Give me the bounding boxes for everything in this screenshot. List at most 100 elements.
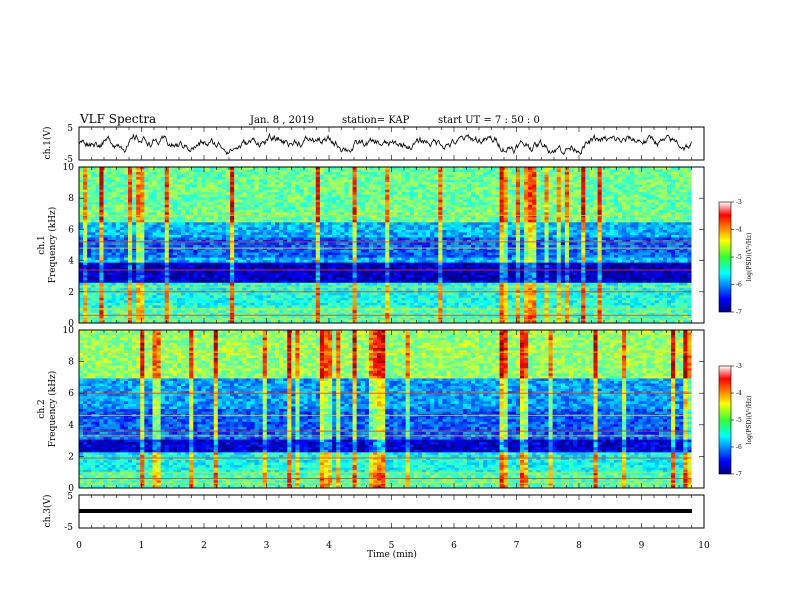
spectrogram-cell [115, 214, 121, 218]
spectrogram-cell [95, 222, 100, 226]
spectrogram-cell [295, 262, 300, 266]
spectrogram-cell [377, 275, 382, 279]
spectrogram-cell [352, 189, 358, 193]
spectrogram-cell [348, 297, 353, 301]
spectrogram-cell [185, 265, 190, 269]
spectrogram-cell [119, 320, 125, 324]
spectrogram-cell [360, 272, 366, 276]
spectrogram-cell [87, 222, 92, 226]
spectrogram-cell [181, 297, 186, 301]
spectrogram-cell [348, 219, 353, 223]
spectrogram-cell [324, 237, 329, 241]
spectrogram-cell [377, 297, 382, 301]
spectrogram-cell [242, 184, 247, 188]
spectrogram-cell [262, 277, 268, 281]
spectrogram-cell [238, 189, 243, 193]
spectrogram-cell [291, 169, 296, 173]
spectrogram-cell [128, 199, 133, 203]
spectrogram-cell [242, 320, 247, 324]
spectrogram-cell [177, 234, 182, 238]
spectrogram-cell [128, 295, 133, 299]
spectrogram-cell [246, 194, 251, 198]
spectrogram-cell [156, 174, 162, 178]
spectrogram-cell [364, 217, 370, 221]
spectrogram-cell [185, 272, 190, 276]
spectrogram-cell [111, 202, 117, 206]
spectrogram-cell [246, 192, 251, 196]
spectrogram-cell [299, 250, 304, 253]
spectrogram-cell [115, 272, 121, 276]
spectrogram-cell [95, 257, 100, 261]
spectrogram-cell [340, 262, 345, 266]
spectrogram-cell [266, 250, 272, 253]
spectrogram-cell [287, 262, 292, 266]
spectrogram-cell [275, 224, 280, 228]
spectrogram-cell [275, 267, 280, 271]
spectrogram-cell [87, 217, 92, 221]
spectrogram-cell [364, 255, 370, 258]
spectrogram-cell [336, 282, 341, 286]
spectrogram-cell [91, 275, 96, 279]
spectrogram-cell [123, 194, 129, 198]
spectrogram-cell [136, 192, 141, 196]
spectrogram-cell [197, 182, 202, 186]
spectrogram-cell [246, 262, 251, 266]
spectrogram-cell [324, 184, 329, 188]
spectrogram-cell [283, 224, 288, 228]
spectrogram-cell [385, 250, 390, 253]
spectrogram-cell [364, 247, 370, 251]
spectrogram-cell [315, 272, 321, 276]
spectrogram-cell [307, 292, 313, 296]
spectrogram-cell [246, 224, 251, 228]
spectrogram-cell [279, 260, 284, 264]
spectrogram-cell [348, 209, 353, 213]
spectrogram-cell [119, 214, 125, 218]
spectrogram-cell [140, 194, 145, 198]
spectrogram-cell [152, 237, 157, 241]
spectrogram-cell [213, 280, 219, 284]
spectrogram-cell [91, 202, 96, 206]
spectrogram-cell [209, 227, 215, 231]
spectrogram-cell [213, 169, 219, 173]
spectrogram-cell [303, 177, 309, 180]
spectrogram-cell [311, 184, 317, 188]
spectrogram-cell [360, 260, 366, 264]
spectrogram-cell [352, 250, 358, 253]
spectrogram-cell [83, 247, 88, 251]
spectrogram-cell [275, 197, 280, 201]
spectrogram-cell [315, 282, 321, 286]
spectrogram-cell [238, 287, 243, 291]
spectrogram-cell [393, 270, 398, 274]
spectrogram-cell [275, 247, 280, 251]
spectrogram-cell [295, 234, 300, 238]
spectrogram-cell [168, 214, 174, 218]
spectrogram-cell [368, 187, 374, 191]
spectrogram-cell [328, 275, 333, 279]
spectrogram-cell [156, 275, 162, 279]
spectrogram-cell [356, 257, 362, 261]
spectrogram-cell [352, 172, 358, 175]
spectrogram-cell [279, 202, 284, 206]
spectrogram-cell [250, 247, 255, 251]
spectrogram-cell [373, 262, 378, 266]
spectrogram-cell [238, 209, 243, 213]
spectrogram-cell [393, 177, 398, 180]
spectrogram-cell [123, 214, 129, 218]
spectrogram-cell [213, 222, 219, 226]
spectrogram-cell [177, 270, 182, 274]
spectrogram-cell [201, 295, 206, 299]
spectrogram-cell [397, 280, 402, 284]
spectrogram-cell [189, 194, 194, 198]
spectrogram-cell [250, 184, 255, 188]
spectrogram-cell [95, 300, 100, 304]
spectrogram-cell [373, 245, 378, 248]
spectrogram-cell [287, 172, 292, 175]
spectrogram-cell [181, 300, 186, 304]
spectrogram-cell [368, 287, 374, 291]
spectrogram-cell [189, 270, 194, 274]
spectrogram-cell [238, 262, 243, 266]
spectrogram-cell [189, 250, 194, 253]
spectrogram-cell [91, 255, 96, 258]
spectrogram-cell [291, 312, 296, 316]
spectrogram-cell [201, 302, 206, 306]
